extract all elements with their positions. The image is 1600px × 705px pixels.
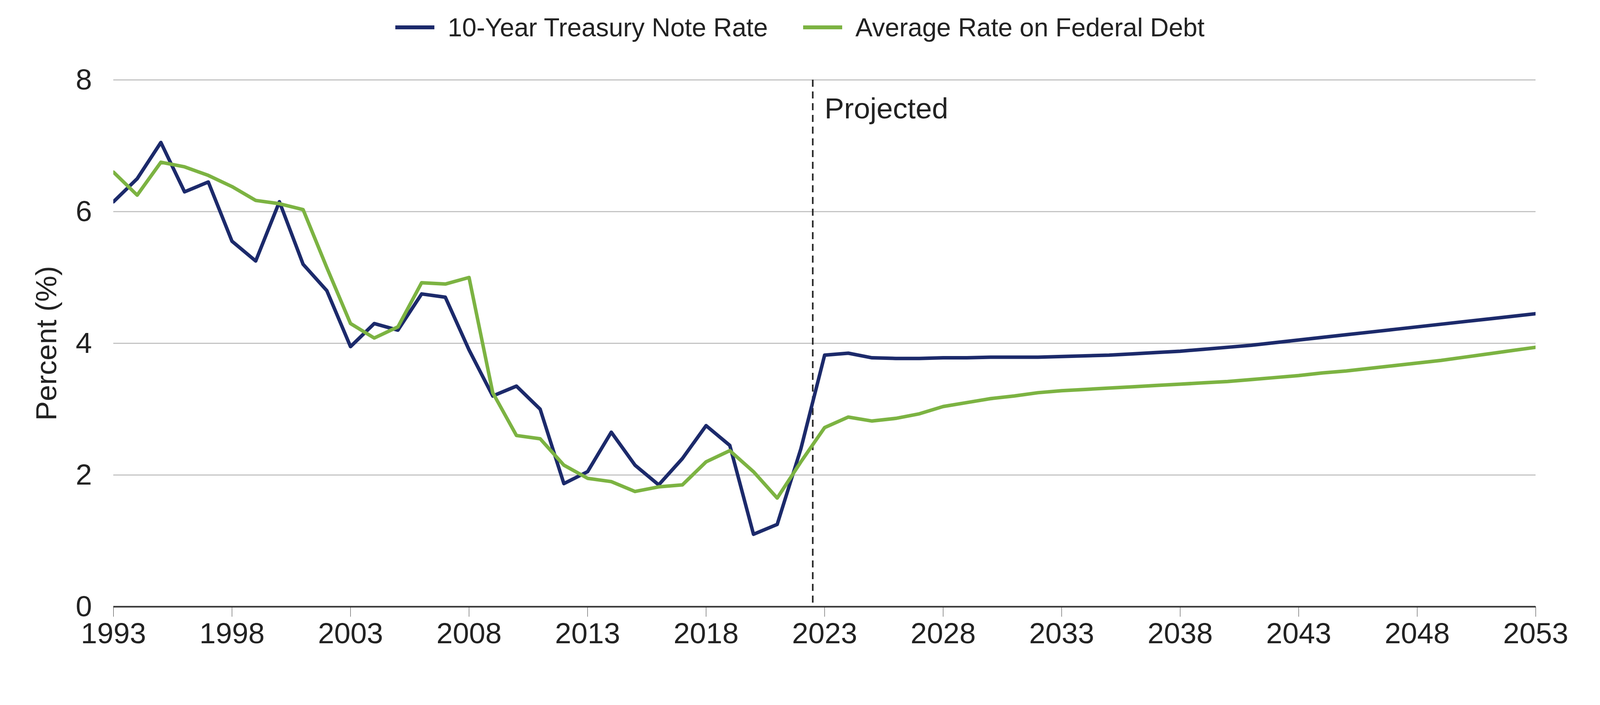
html-text:10-Year Treasury Note Rate: 10-Year Treasury Note Rate [447, 12, 768, 42]
svg-text:4: 4 [75, 326, 93, 359]
svg-text:Projected: Projected [824, 91, 949, 125]
svg-text:Percent (%): Percent (%) [29, 266, 63, 421]
svg-text:0: 0 [75, 589, 93, 623]
svg-text:2: 2 [75, 457, 93, 491]
svg-text:2003: 2003 [317, 616, 384, 650]
svg-text:6: 6 [75, 194, 93, 228]
svg-text:2023: 2023 [792, 616, 858, 650]
svg-text:2043: 2043 [1266, 616, 1332, 650]
html-text:Average Rate on Federal Debt: Average Rate on Federal Debt [855, 12, 1205, 42]
svg-text:2048: 2048 [1384, 616, 1450, 650]
svg-text:2008: 2008 [436, 616, 502, 650]
svg-text:1993: 1993 [80, 616, 147, 650]
svg-text:2028: 2028 [910, 616, 976, 650]
svg-text:1998: 1998 [199, 616, 265, 650]
svg-text:2018: 2018 [673, 616, 739, 650]
svg-text:2053: 2053 [1503, 616, 1569, 650]
svg-text:2013: 2013 [555, 616, 621, 650]
svg-text:2033: 2033 [1028, 616, 1095, 650]
svg-text:2038: 2038 [1147, 616, 1213, 650]
svg-text:8: 8 [75, 62, 93, 96]
